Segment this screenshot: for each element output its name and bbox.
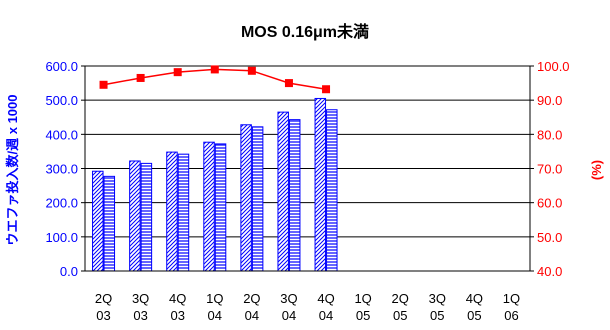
category-year-label: 06 — [504, 308, 518, 323]
bar — [314, 97, 327, 272]
category-label: 4Q — [169, 291, 186, 306]
line-marker — [99, 80, 108, 89]
bar — [166, 151, 178, 272]
category-year-label: 03 — [170, 308, 184, 323]
bar — [251, 126, 264, 272]
category-label: 4Q — [466, 291, 483, 306]
bar — [177, 153, 190, 272]
category-year-label: 04 — [245, 308, 259, 323]
line-marker — [284, 79, 293, 88]
bar — [129, 160, 141, 272]
category-year-label: 03 — [133, 308, 147, 323]
right-tick-label: 100.0 — [537, 59, 570, 74]
bar — [103, 175, 116, 272]
left-tick-label: 300.0 — [45, 162, 78, 177]
bar — [288, 119, 301, 272]
category-labels: 2Q 03 3Q 03 4Q 03 1Q 04 2Q 04 3Q 04 4Q 04 1Q 05 2Q 05 3Q 05… — [95, 291, 520, 323]
category-label: 1Q — [206, 291, 223, 306]
line-series — [99, 65, 331, 94]
chart-title: MOS 0.16μm未満 — [241, 22, 369, 41]
line-marker — [210, 65, 219, 74]
bar — [277, 111, 289, 272]
right-tick-label: 60.0 — [537, 196, 562, 211]
bar — [214, 143, 227, 272]
left-tick-label: 100.0 — [45, 230, 78, 245]
category-year-label: 05 — [467, 308, 481, 323]
axes — [81, 65, 534, 272]
left-tick-label: 500.0 — [45, 93, 78, 108]
left-tick-label: 600.0 — [45, 59, 78, 74]
right-tick-label: 90.0 — [537, 93, 562, 108]
bar — [326, 109, 338, 272]
right-axis-ticks: 40.0 50.0 60.0 70.0 80.0 90.0 100.0 — [537, 59, 570, 279]
bar — [203, 141, 215, 272]
category-year-label: 04 — [208, 308, 222, 323]
category-label: 2Q — [392, 291, 409, 306]
right-axis-label: (%) — [589, 160, 604, 180]
right-tick-label: 70.0 — [537, 162, 562, 177]
category-year-label: 04 — [282, 308, 296, 323]
category-label: 3Q — [429, 291, 446, 306]
right-tick-label: 50.0 — [537, 230, 562, 245]
line-marker — [173, 68, 182, 77]
category-label: 3Q — [280, 291, 297, 306]
category-label: 4Q — [317, 291, 334, 306]
category-label: 2Q — [95, 291, 112, 306]
category-year-label: 03 — [96, 308, 110, 323]
category-year-label: 05 — [393, 308, 407, 323]
left-axis-ticks: 0.0 100.0 200.0 300.0 400.0 500.0 600.0 — [45, 59, 78, 279]
category-label: 3Q — [132, 291, 149, 306]
category-year-label: 05 — [430, 308, 444, 323]
left-tick-label: 400.0 — [45, 127, 78, 142]
bar — [140, 162, 153, 272]
bars — [92, 97, 338, 272]
right-tick-label: 40.0 — [537, 264, 562, 279]
line-marker — [322, 85, 331, 94]
grid — [85, 65, 530, 238]
line-marker — [247, 66, 256, 75]
category-year-label: 04 — [319, 308, 333, 323]
category-label: 1Q — [354, 291, 371, 306]
line-marker — [136, 73, 145, 82]
category-year-label: 05 — [356, 308, 370, 323]
category-label: 1Q — [503, 291, 520, 306]
left-tick-label: 200.0 — [45, 196, 78, 211]
right-tick-label: 80.0 — [537, 127, 562, 142]
category-label: 2Q — [243, 291, 260, 306]
left-tick-label: 0.0 — [60, 264, 78, 279]
bar — [92, 170, 104, 272]
bar — [240, 124, 252, 272]
left-axis-label: ウエファ投入数/週 x 1000 — [5, 95, 20, 246]
